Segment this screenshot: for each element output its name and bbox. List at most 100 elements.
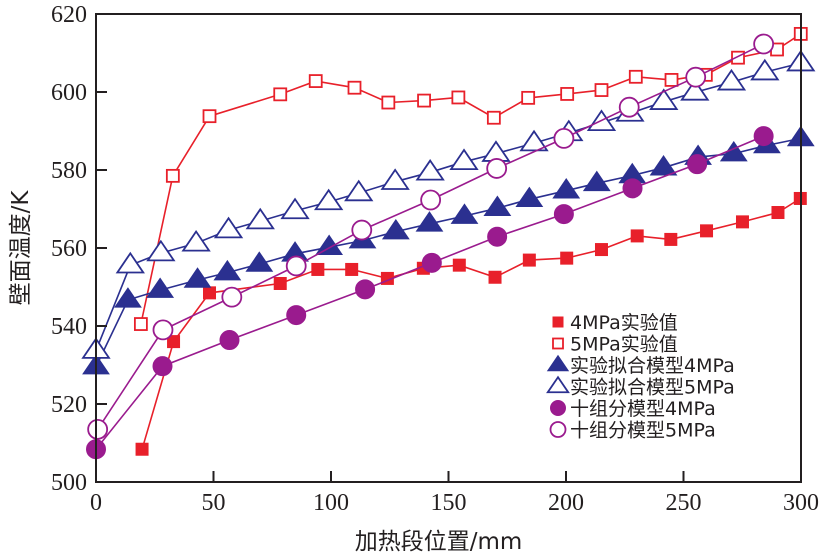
data-point [560, 251, 574, 265]
data-point [552, 177, 581, 199]
series-4 [86, 126, 774, 460]
data-point [553, 128, 575, 149]
data-point [381, 95, 396, 110]
data-point [213, 216, 244, 239]
data-point [345, 262, 359, 276]
legend-item: 实验拟合模型4MPa [546, 354, 735, 377]
data-point [553, 204, 574, 225]
legend-item: 4MPa实验值 [552, 312, 678, 334]
data-point [521, 90, 536, 105]
data-point [630, 229, 644, 243]
data-point [560, 87, 575, 101]
legend-marker [546, 354, 570, 372]
data-point [219, 330, 240, 351]
data-point [183, 267, 212, 288]
legend: 4MPa实验值5MPa实验值实验拟合模型4MPa实验拟合模型5MPa十组分模型4… [546, 312, 735, 442]
series-5 [87, 33, 775, 440]
x-tick-label: 150 [431, 490, 467, 516]
data-point [685, 66, 707, 88]
data-point [114, 287, 142, 308]
data-point [273, 87, 288, 102]
data-point [449, 148, 479, 171]
data-point [313, 188, 344, 211]
data-point [286, 305, 307, 326]
x-tick-label: 50 [202, 490, 226, 516]
legend-item: 实验拟合模型5MPa [546, 375, 735, 399]
data-point [522, 253, 536, 267]
legend-item: 十组分模型4MPa [550, 398, 716, 420]
data-point [133, 317, 148, 331]
data-point [165, 168, 180, 183]
y-tick-label: 520 [51, 392, 87, 418]
data-point [664, 232, 678, 246]
data-point [753, 33, 775, 55]
data-point [488, 270, 502, 284]
legend-label: 5MPa实验值 [570, 334, 678, 356]
series-line [95, 62, 801, 351]
data-point [486, 158, 508, 179]
data-point [115, 251, 145, 274]
data-point [380, 168, 410, 190]
data-point [483, 195, 512, 217]
y-axis-ticks: 500 520 540 560 580 600 620 [51, 2, 107, 496]
data-point [582, 170, 611, 192]
data-point [519, 129, 549, 152]
series-2 [82, 125, 815, 375]
data-point [152, 356, 173, 377]
data-point [622, 178, 643, 199]
data-point [716, 68, 747, 91]
data-point [213, 259, 242, 281]
data-point [664, 73, 679, 87]
y-tick-label: 540 [51, 314, 87, 340]
legend-marker [549, 421, 567, 438]
data-point [308, 74, 323, 88]
data-point [355, 279, 376, 300]
data-point [245, 207, 275, 230]
y-tick-label: 600 [51, 80, 87, 106]
x-axis-ticks: 0 50 100 150 200 250 300 [90, 471, 819, 516]
data-point [417, 93, 431, 108]
data-point [680, 79, 710, 101]
data-point [594, 243, 608, 257]
series-line [95, 137, 801, 367]
data-point [351, 219, 373, 241]
data-point [415, 211, 444, 232]
data-point [618, 96, 640, 118]
data-point [515, 186, 544, 208]
data-point [649, 88, 679, 110]
series-layer [81, 26, 816, 460]
data-point [628, 69, 643, 84]
y-tick-label: 580 [51, 158, 87, 184]
y-axis-title: 壁面温度/K [8, 190, 34, 306]
legend-label: 4MPa实验值 [570, 312, 678, 334]
legend-label: 实验拟合模型5MPa [570, 377, 735, 399]
legend-label: 十组分模型4MPa [570, 398, 716, 420]
y-tick-label: 500 [51, 470, 87, 496]
data-point [152, 319, 174, 341]
legend-marker [552, 316, 564, 328]
data-point [245, 251, 274, 272]
data-point [420, 189, 442, 211]
legend-item: 十组分模型5MPa [549, 420, 716, 442]
series-1 [133, 26, 808, 331]
legend-item: 5MPa实验值 [552, 334, 678, 356]
data-point [347, 80, 362, 95]
x-axis-title: 加热段位置/mm [355, 529, 523, 555]
data-point [135, 442, 149, 456]
data-point [594, 83, 609, 97]
x-tick-label: 100 [313, 490, 349, 516]
data-point [344, 179, 374, 202]
data-point [452, 258, 466, 272]
data-point [285, 255, 307, 277]
data-point [311, 262, 325, 276]
data-point [280, 197, 310, 220]
legend-label: 实验拟合模型4MPa [570, 355, 735, 377]
data-point [649, 154, 678, 176]
data-point [203, 286, 217, 300]
legend-marker [552, 337, 564, 350]
data-point [750, 58, 780, 81]
data-point [771, 206, 785, 220]
data-point [735, 215, 749, 229]
x-tick-label: 250 [666, 490, 702, 516]
